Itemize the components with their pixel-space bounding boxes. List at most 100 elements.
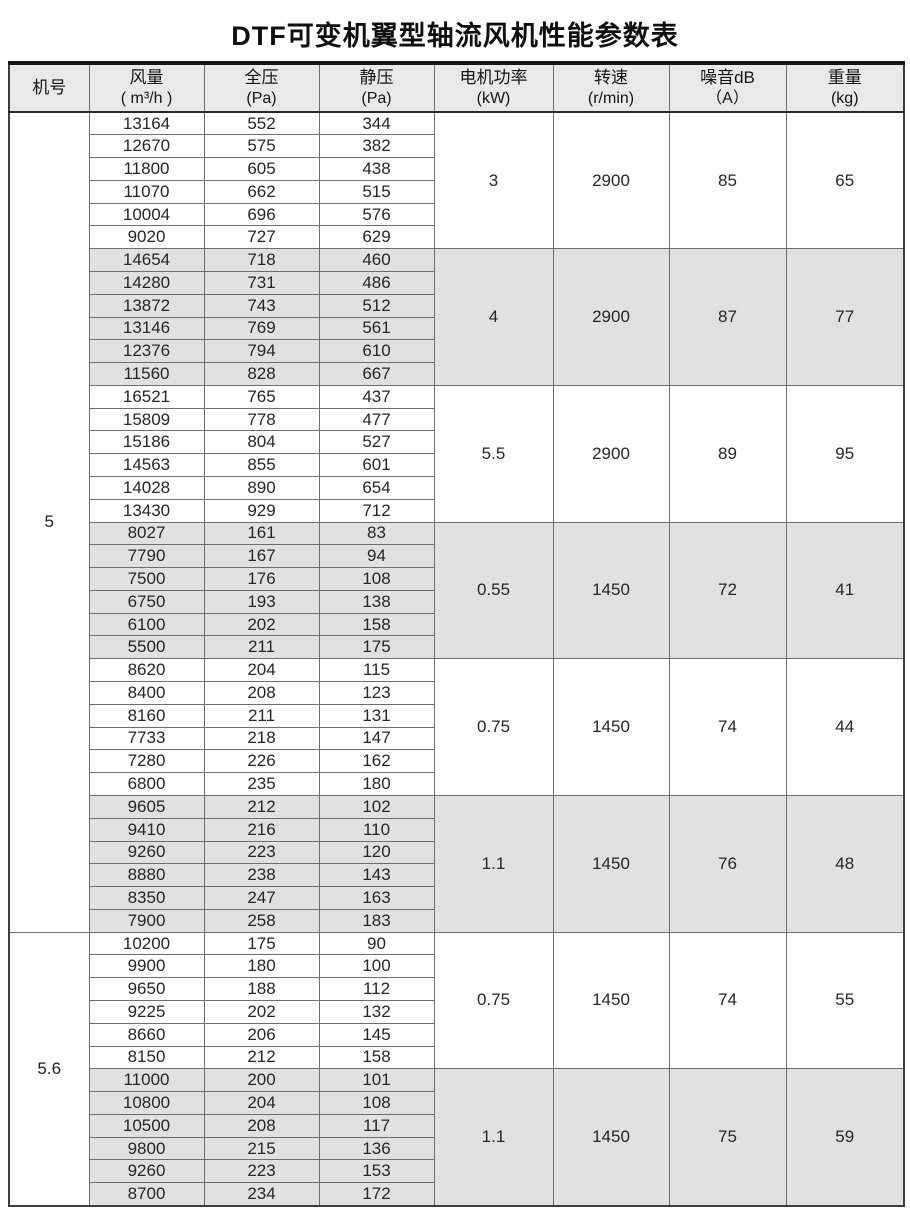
static-pressure-cell: 147 — [318, 726, 435, 751]
static-pressure-cell: 610 — [318, 339, 435, 364]
total-pressure-cell: 211 — [203, 635, 320, 660]
static-pressure-cell: 629 — [318, 225, 435, 250]
speed-cell: 1450 — [552, 1068, 670, 1206]
static-pressure-cell: 527 — [318, 430, 435, 455]
total-pressure-cell: 167 — [203, 544, 320, 569]
machine-number-cell: 5 — [8, 111, 90, 933]
table-row: 7900 258 183 — [9, 908, 904, 933]
table-row: 10004 696 576 — [9, 202, 904, 227]
airflow-cell: 12376 — [88, 339, 205, 364]
speed-cell: 1450 — [552, 794, 670, 933]
total-pressure-cell: 208 — [203, 681, 320, 705]
motor-power-cell: 0.55 — [433, 521, 554, 660]
total-pressure-cell: 731 — [203, 270, 320, 295]
airflow-cell: 9605 — [88, 794, 205, 819]
total-pressure-cell: 727 — [203, 225, 320, 250]
total-pressure-cell: 218 — [203, 726, 320, 751]
static-pressure-cell: 667 — [318, 362, 435, 386]
static-pressure-cell: 460 — [318, 248, 435, 272]
table-row: 15809 778 477 — [9, 407, 904, 432]
airflow-cell: 14280 — [88, 270, 205, 295]
total-pressure-cell: 223 — [203, 1159, 320, 1184]
airflow-cell: 14028 — [88, 476, 205, 500]
motor-power-cell: 3 — [433, 111, 554, 250]
motor-power-cell: 0.75 — [433, 931, 554, 1070]
total-pressure-cell: 202 — [203, 612, 320, 637]
table-row: 10800 204 108 — [9, 1091, 904, 1115]
table-row: 8620 204 115 0.75 1450 74 44 — [9, 658, 905, 796]
airflow-cell: 8350 — [88, 886, 205, 910]
table-row: 14280 731 486 — [9, 270, 904, 295]
speed-cell: 1450 — [552, 521, 670, 660]
table-row: 7733 218 147 — [9, 726, 904, 751]
header-speed-label: 转速 — [594, 67, 628, 87]
table-row: 8350 247 163 — [9, 886, 904, 910]
table-header-row: 机号 风量 ( m³/h ) 全压 (Pa) 静压 (Pa) 电机功率 (kW)… — [8, 62, 905, 113]
weight-cell: 48 — [785, 794, 905, 933]
header-total-pressure-label: 全压 — [244, 67, 279, 87]
table-row: 9650 188 112 — [9, 977, 904, 1001]
header-airflow-label: 风量 — [129, 67, 164, 87]
static-pressure-cell: 158 — [318, 612, 435, 637]
airflow-cell: 5500 — [88, 635, 205, 660]
airflow-cell: 15186 — [88, 430, 205, 455]
speed-cell: 1450 — [552, 931, 670, 1070]
static-pressure-cell: 108 — [318, 1091, 435, 1115]
static-pressure-cell: 486 — [318, 270, 435, 295]
total-pressure-cell: 778 — [203, 407, 320, 432]
table-row: 6800 235 180 — [9, 772, 904, 796]
table-row: 8660 206 145 — [9, 1022, 904, 1047]
table-row: 11000 200 101 1.1 1450 75 59 — [9, 1068, 905, 1206]
table-row: 14028 890 654 — [9, 476, 904, 500]
airflow-cell: 14654 — [88, 248, 205, 272]
airflow-cell: 6100 — [88, 612, 205, 637]
table-row: 9020 727 629 — [9, 225, 904, 250]
table-row: 11800 605 438 — [9, 157, 904, 181]
airflow-cell: 13146 — [88, 316, 205, 341]
table-row: 9605 212 102 1.1 1450 76 48 — [9, 794, 905, 933]
static-pressure-cell: 132 — [318, 999, 435, 1024]
total-pressure-cell: 223 — [203, 840, 320, 865]
fan-performance-table: 机号 风量 ( m³/h ) 全压 (Pa) 静压 (Pa) 电机功率 (kW)… — [8, 61, 905, 1207]
header-machine-number: 机号 — [8, 62, 90, 113]
table-row: 6750 193 138 — [9, 589, 904, 614]
table-row: 10500 208 117 — [9, 1113, 904, 1138]
motor-power-cell: 4 — [433, 248, 554, 386]
total-pressure-cell: 234 — [203, 1182, 320, 1206]
table-row: 8027 161 83 0.55 1450 72 41 — [9, 521, 905, 660]
airflow-cell: 11560 — [88, 362, 205, 386]
header-motor-power-unit: (kW) — [476, 89, 511, 107]
total-pressure-cell: 258 — [203, 908, 320, 933]
total-pressure-cell: 175 — [203, 931, 320, 956]
static-pressure-cell: 90 — [318, 931, 435, 956]
weight-cell: 77 — [785, 248, 905, 386]
speed-cell: 2900 — [552, 248, 670, 386]
airflow-cell: 11800 — [88, 157, 205, 181]
static-pressure-cell: 143 — [318, 863, 435, 888]
motor-power-cell: 5.5 — [433, 384, 554, 523]
static-pressure-cell: 515 — [318, 179, 435, 204]
table-row: 15186 804 527 — [9, 430, 904, 455]
airflow-cell: 8620 — [88, 658, 205, 683]
static-pressure-cell: 112 — [318, 977, 435, 1001]
airflow-cell: 7790 — [88, 544, 205, 569]
static-pressure-cell: 110 — [318, 817, 435, 842]
static-pressure-cell: 145 — [318, 1022, 435, 1047]
total-pressure-cell: 696 — [203, 202, 320, 227]
airflow-cell: 9260 — [88, 840, 205, 865]
airflow-cell: 11000 — [88, 1068, 205, 1093]
airflow-cell: 7733 — [88, 726, 205, 751]
noise-cell: 85 — [668, 111, 787, 250]
total-pressure-cell: 212 — [203, 794, 320, 819]
table-row: 14563 855 601 — [9, 453, 904, 477]
motor-power-cell: 1.1 — [433, 1068, 554, 1206]
noise-cell: 89 — [668, 384, 787, 523]
header-weight-unit: (kg) — [830, 89, 859, 107]
static-pressure-cell: 94 — [318, 544, 435, 569]
table-row: 9900 180 100 — [9, 954, 904, 979]
airflow-cell: 7280 — [88, 749, 205, 774]
static-pressure-cell: 561 — [318, 316, 435, 341]
airflow-cell: 9260 — [88, 1159, 205, 1184]
noise-cell: 74 — [668, 658, 787, 796]
noise-cell: 74 — [668, 931, 787, 1070]
